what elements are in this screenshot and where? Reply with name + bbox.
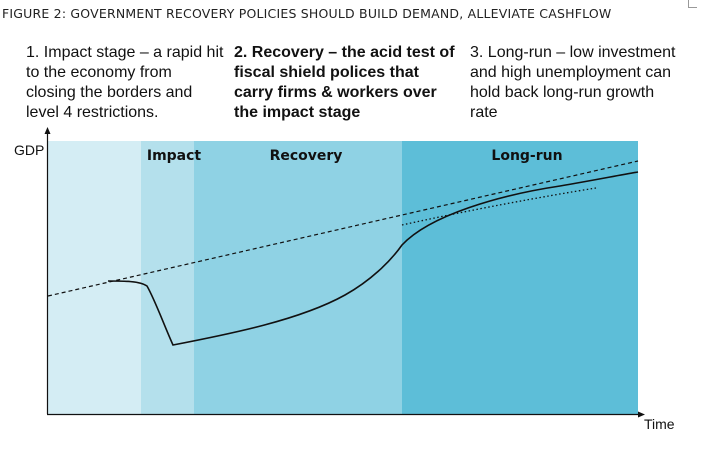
phase-label-recovery: Recovery	[270, 148, 343, 164]
x-axis-label: Time	[644, 416, 675, 432]
phase-band-impact	[141, 141, 194, 414]
y-axis-arrow	[44, 127, 51, 134]
x-axis-arrow	[638, 411, 645, 418]
corner-mark	[688, 0, 697, 8]
trend-line-dashed	[47, 160, 639, 297]
figure-title: FIGURE 2: GOVERNMENT RECOVERY POLICIES S…	[2, 6, 612, 21]
phase-label-impact: Impact	[147, 148, 202, 164]
phase-label-long-run: Long-run	[491, 148, 562, 164]
phase-band-pre	[48, 141, 141, 414]
phase-band-long-run	[402, 141, 638, 414]
stage-1-text: 1. Impact stage – a rapid hit to the eco…	[26, 44, 224, 121]
stage-2-text: 2. Recovery – the acid test of fiscal sh…	[234, 44, 455, 121]
stage-3-text: 3. Long-run – low investment and high un…	[470, 44, 676, 121]
gdp-path-line	[107, 171, 639, 346]
y-axis-label: GDP	[14, 142, 45, 158]
lost-growth-dotted-line	[401, 187, 597, 226]
phase-band-recovery	[194, 141, 402, 414]
